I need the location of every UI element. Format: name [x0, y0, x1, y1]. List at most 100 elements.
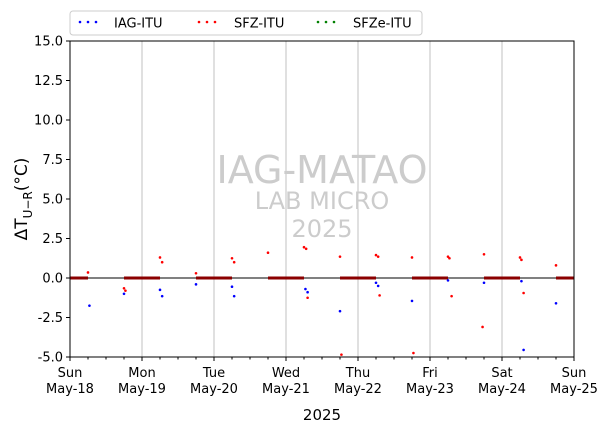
y-tick-label: 5.0 — [42, 193, 63, 208]
point-iag-itu — [446, 279, 450, 282]
legend-marker-sfz-itu — [197, 20, 217, 24]
y-tick-label: -2.5 — [38, 311, 63, 326]
point-iag-itu — [230, 285, 234, 288]
point-iag-itu — [374, 281, 378, 285]
point-sfz-itu — [520, 258, 523, 262]
point-iag-itu — [522, 348, 525, 352]
y-axis-label: ΔTU−R(°C) — [12, 158, 35, 241]
watermark-line-2: LAB MICRO — [255, 187, 390, 215]
x-tick-date: May-20 — [190, 382, 238, 397]
watermark: IAG-MATAO LAB MICRO 2025 — [216, 148, 427, 243]
legend-marker-dot — [86, 20, 90, 24]
point-iag-itu — [554, 301, 558, 305]
point-sfz-itu — [122, 286, 126, 290]
point-sfz-itu — [266, 251, 270, 255]
point-sfz-itu — [481, 325, 484, 329]
legend-marker-iag-itu — [78, 20, 98, 24]
legend-label-sfze-itu: SFZe-ITU — [353, 17, 412, 32]
y-axis-label-main: ΔT — [12, 218, 32, 241]
x-tick-date: May-19 — [118, 382, 166, 397]
x-tick-day: Tue — [202, 366, 225, 381]
point-sfz-itu — [374, 253, 378, 257]
point-sfz-itu — [338, 255, 342, 258]
point-sfz-itu — [302, 245, 306, 249]
x-tick-date: May-18 — [46, 382, 94, 397]
point-sfz-itu — [232, 260, 236, 264]
x-axis-label: 2025 — [303, 406, 341, 424]
x-tick-day: Sun — [58, 366, 83, 381]
legend-marker-dot — [332, 20, 336, 24]
point-iag-itu — [88, 304, 91, 307]
night-band — [340, 276, 376, 280]
point-iag-itu — [158, 288, 162, 292]
legend-marker-dot — [205, 20, 209, 24]
point-iag-itu — [520, 279, 523, 283]
point-iag-itu — [304, 287, 307, 291]
watermark-line-3: 2025 — [291, 215, 352, 243]
point-sfz-itu — [304, 247, 308, 251]
point-sfz-itu — [86, 271, 90, 274]
night-band — [556, 276, 574, 280]
y-tick-label: 7.5 — [42, 153, 63, 168]
watermark-line-1: IAG-MATAO — [216, 148, 427, 192]
zero-reference — [70, 276, 574, 280]
point-sfz-itu — [554, 264, 558, 267]
legend-label-sfz-itu: SFZ-ITU — [234, 17, 284, 32]
point-iag-itu — [410, 299, 414, 303]
legend-frame — [69, 10, 423, 36]
x-axis-ticks: SunMay-18MonMay-19TueMay-20WedMay-21ThuM… — [46, 357, 598, 397]
legend-entry-0: IAG-ITU — [78, 17, 163, 32]
night-band — [484, 276, 520, 280]
point-iag-itu — [338, 309, 342, 313]
point-sfz-itu — [522, 291, 525, 295]
legend-marker-dot — [324, 20, 328, 24]
point-sfz-itu — [378, 294, 381, 297]
point-sfz-itu — [158, 256, 162, 259]
point-sfz-itu — [410, 256, 414, 259]
legend-entry-1: SFZ-ITU — [197, 17, 284, 32]
y-tick-label: 2.5 — [42, 232, 63, 247]
x-tick-day: Wed — [272, 366, 300, 381]
x-tick-day: Mon — [128, 366, 155, 381]
vertical-grid — [141, 41, 503, 357]
point-sfz-itu — [160, 260, 164, 264]
x-tick-date: May-24 — [478, 382, 526, 397]
point-iag-itu — [122, 292, 126, 296]
point-iag-itu — [194, 283, 198, 286]
data-points — [86, 245, 558, 356]
point-sfz-itu — [306, 296, 309, 300]
legend-marker-dot — [316, 20, 320, 24]
night-band — [268, 276, 304, 280]
y-axis-ticks: -5.0 -2.5 0.0 2.5 5.0 7.5 10.0 12.5 15.0 — [34, 35, 70, 366]
legend-marker-dot — [78, 20, 82, 24]
point-sfz-itu — [194, 271, 198, 275]
legend-label-iag-itu: IAG-ITU — [114, 17, 163, 32]
legend-marker-sfze-itu — [316, 20, 336, 24]
point-iag-itu — [160, 294, 164, 298]
night-band — [70, 276, 88, 280]
legend: IAG-ITU SFZ-ITU SFZe-ITU — [69, 10, 423, 36]
night-band — [196, 276, 232, 280]
point-sfz-itu — [482, 253, 486, 256]
point-sfz-itu — [450, 294, 453, 298]
x-tick-day: Sun — [562, 366, 587, 381]
legend-marker-dot — [213, 20, 217, 24]
night-band — [412, 276, 448, 280]
x-tick-date: May-22 — [334, 382, 382, 397]
legend-marker-dot — [197, 20, 201, 24]
point-iag-itu — [482, 281, 486, 285]
point-sfz-itu — [230, 256, 234, 260]
point-iag-itu — [306, 290, 309, 294]
night-band — [124, 276, 160, 280]
x-tick-day: Sat — [491, 366, 512, 381]
x-tick-day: Thu — [345, 366, 370, 381]
point-iag-itu — [232, 294, 236, 298]
y-axis-label-subscript: U−R — [21, 191, 35, 218]
point-sfz-itu — [518, 256, 522, 259]
point-sfz-itu — [340, 353, 343, 356]
point-sfz-itu — [448, 256, 451, 260]
x-tick-date: May-23 — [406, 382, 454, 397]
point-sfz-itu — [376, 255, 380, 258]
